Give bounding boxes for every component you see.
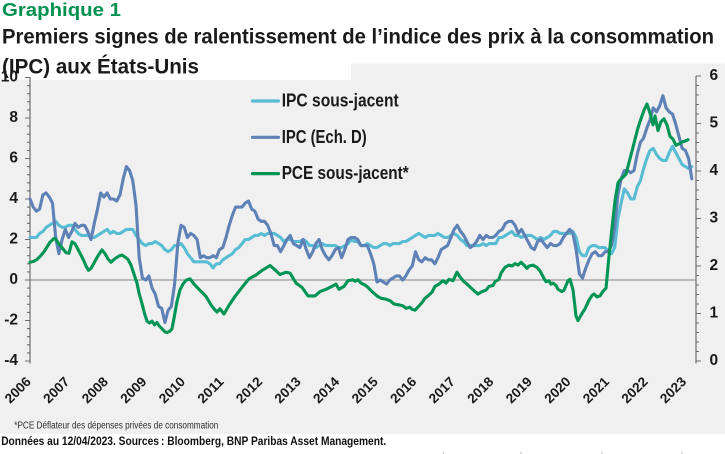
svg-text:PCE sous-jacent*: PCE sous-jacent* [282, 162, 410, 183]
svg-text:2: 2 [710, 257, 719, 274]
svg-text:8: 8 [9, 109, 18, 126]
svg-text:-4: -4 [4, 352, 18, 369]
svg-text:Premiers signes de ralentissem: Premiers signes de ralentissement de l’i… [2, 25, 714, 49]
svg-text:2: 2 [9, 230, 18, 247]
svg-text:1: 1 [710, 304, 719, 321]
svg-text:0: 0 [9, 271, 18, 288]
svg-text:10: 10 [1, 68, 18, 85]
svg-text:6: 6 [9, 149, 18, 166]
svg-text:*PCE Déflateur des dépenses pr: *PCE Déflateur des dépenses privées de c… [14, 421, 218, 432]
svg-text:(IPC) aux États-Unis: (IPC) aux États-Unis [2, 53, 199, 78]
svg-text:IPC (Ech. D): IPC (Ech. D) [282, 126, 367, 147]
svg-text:6: 6 [710, 67, 719, 84]
svg-text:4: 4 [9, 190, 18, 207]
svg-text:5: 5 [710, 114, 719, 131]
svg-text:Graphique 1: Graphique 1 [2, 0, 121, 20]
svg-text:-2: -2 [4, 311, 18, 328]
svg-text:4: 4 [710, 162, 719, 179]
svg-text:0: 0 [710, 352, 719, 369]
svg-text:3: 3 [710, 209, 719, 226]
svg-text:IPC sous-jacent: IPC sous-jacent [282, 90, 399, 111]
svg-text:Données au 12/04/2023. Sources: Données au 12/04/2023. Sources : Bloombe… [1, 434, 386, 448]
